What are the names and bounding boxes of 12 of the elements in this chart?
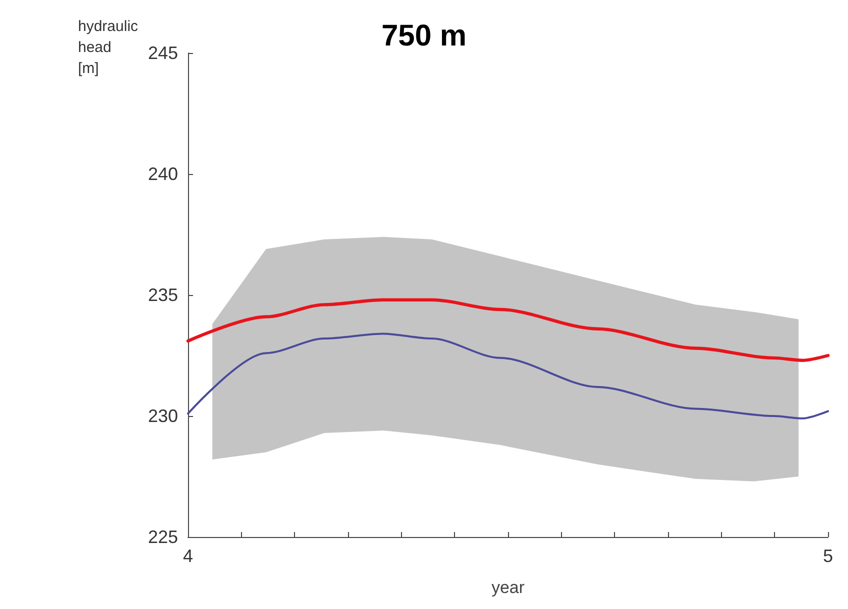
y-axis-title: hydraulic head [m] — [78, 18, 139, 77]
y-tick-label: 235 — [148, 285, 178, 305]
x-axis-title: year — [491, 578, 525, 597]
y-tick-label: 240 — [148, 164, 178, 184]
chart-title: 750 m — [381, 20, 467, 52]
y-tick-label: 245 — [148, 43, 178, 63]
line-series — [187, 332, 829, 420]
line-series — [186, 298, 830, 362]
x-tick-label: 4 — [182, 546, 194, 566]
y-tick-label: 225 — [148, 527, 178, 547]
y-tick-label: 230 — [148, 406, 178, 426]
x-tick-label: 5 — [822, 546, 834, 566]
